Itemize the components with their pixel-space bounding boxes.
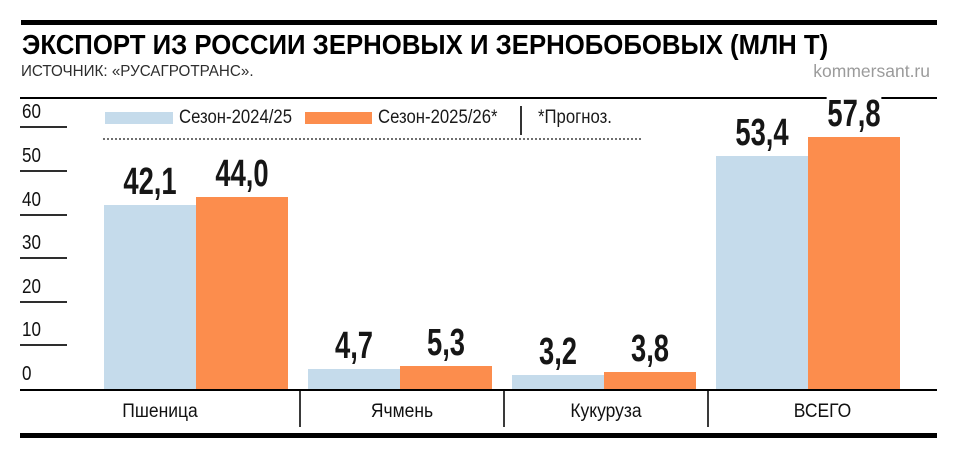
bar-value-label: 3,8 xyxy=(622,330,678,368)
x-axis-line xyxy=(20,389,937,391)
category-label: Ячмень xyxy=(370,401,434,422)
bar xyxy=(512,375,604,389)
chart-area: Сезон-2024/25 Сезон-2025/26* *Прогноз. 0… xyxy=(20,93,937,438)
source-label: ИСТОЧНИК: «РУСАГРОТРАНС». xyxy=(21,63,254,80)
page-title: ЭКСПОРТ ИЗ РОССИИ ЗЕРНОВЫХ И ЗЕРНОБОБОВЫ… xyxy=(22,29,829,60)
chart-top-border xyxy=(20,97,937,99)
bar-value-label: 4,7 xyxy=(326,327,382,365)
y-tick-label: 0 xyxy=(22,363,32,385)
bar xyxy=(196,197,288,389)
y-tick-label: 20 xyxy=(22,275,41,298)
y-tick-line xyxy=(20,344,67,347)
legend-swatch-season-2024-25 xyxy=(105,112,173,124)
bar xyxy=(604,372,696,389)
legend-divider xyxy=(520,106,522,135)
bar-value-label: 3,2 xyxy=(530,333,586,371)
y-tick-label: 50 xyxy=(22,145,41,167)
site-watermark: kommersant.ru xyxy=(813,61,930,81)
legend-swatch-season-2025-26 xyxy=(305,112,372,124)
y-tick-label: 60 xyxy=(22,101,41,124)
bar-value-label: 57,8 xyxy=(826,93,882,135)
legend-dotted-underline xyxy=(103,138,641,140)
bar xyxy=(716,156,808,389)
legend-label-season-2024-25: Сезон-2024/25 xyxy=(179,107,293,128)
bottom-rule xyxy=(20,433,937,438)
bar-value-label: 42,1 xyxy=(122,161,178,204)
top-rule xyxy=(21,20,937,25)
bar xyxy=(808,136,900,389)
category-label: ВСЕГО xyxy=(793,401,852,422)
category-divider xyxy=(707,389,709,427)
y-tick-label: 40 xyxy=(22,188,41,211)
category-divider xyxy=(299,389,301,427)
category-label: Кукуруза xyxy=(570,401,642,422)
bar-value-label: 5,3 xyxy=(418,324,474,362)
bar xyxy=(400,365,492,389)
bar xyxy=(104,205,196,389)
y-tick-label: 10 xyxy=(22,319,41,342)
legend-label-season-2025-26: Сезон-2025/26* xyxy=(378,107,498,128)
bar-value-label: 53,4 xyxy=(734,112,790,155)
bar-value-label: 44,0 xyxy=(214,153,270,196)
category-divider xyxy=(503,389,505,427)
y-tick-line xyxy=(20,126,67,129)
y-tick-line xyxy=(20,170,67,172)
category-label: Пшеница xyxy=(122,401,198,422)
y-tick-line xyxy=(20,213,67,216)
y-tick-line xyxy=(20,300,67,303)
legend-forecast-note: *Прогноз. xyxy=(538,107,612,128)
y-tick-label: 30 xyxy=(22,232,41,255)
y-tick-line xyxy=(20,257,67,260)
bar xyxy=(308,368,400,389)
